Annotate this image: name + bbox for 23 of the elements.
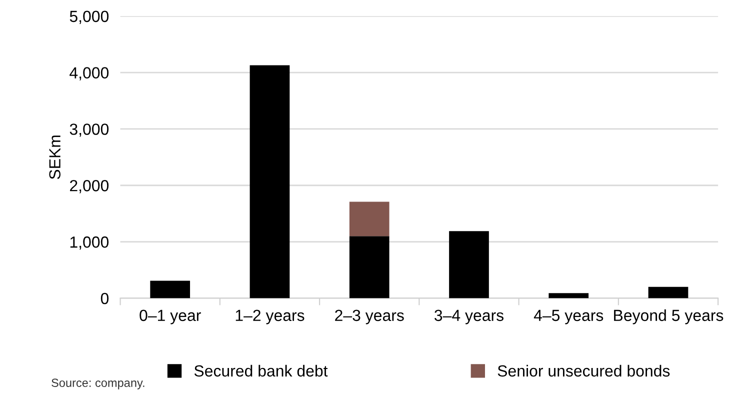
legend-label: Senior unsecured bonds bbox=[498, 364, 670, 377]
x-tick-label: 0–1 year bbox=[140, 310, 201, 324]
y-tick-label: 1,000 bbox=[70, 236, 109, 250]
x-tick-label: 3–4 years bbox=[434, 310, 504, 324]
bar bbox=[349, 236, 390, 298]
y-tick-label: 2,000 bbox=[70, 180, 109, 194]
bar bbox=[349, 202, 390, 236]
y-axis-title: SEKm bbox=[49, 136, 60, 180]
y-tick-label: 0 bbox=[100, 292, 109, 304]
source-note: Source: company. bbox=[52, 378, 144, 390]
x-tick-label: Beyond 5 years bbox=[614, 309, 724, 324]
x-tick-label: 1–2 years bbox=[236, 310, 304, 324]
y-tick-label: 4,000 bbox=[70, 67, 109, 80]
y-tick-label: 3,000 bbox=[70, 124, 109, 137]
bar bbox=[150, 280, 190, 298]
legend-label: Secured bank debt bbox=[194, 364, 328, 377]
x-tick-label: 2–3 years bbox=[335, 310, 404, 324]
bar bbox=[449, 231, 489, 298]
bar bbox=[548, 293, 589, 298]
x-tick-label: 4–5 years bbox=[534, 310, 604, 324]
y-tick-label: 5,000 bbox=[70, 10, 109, 24]
bar bbox=[250, 65, 290, 298]
bar bbox=[648, 286, 688, 298]
